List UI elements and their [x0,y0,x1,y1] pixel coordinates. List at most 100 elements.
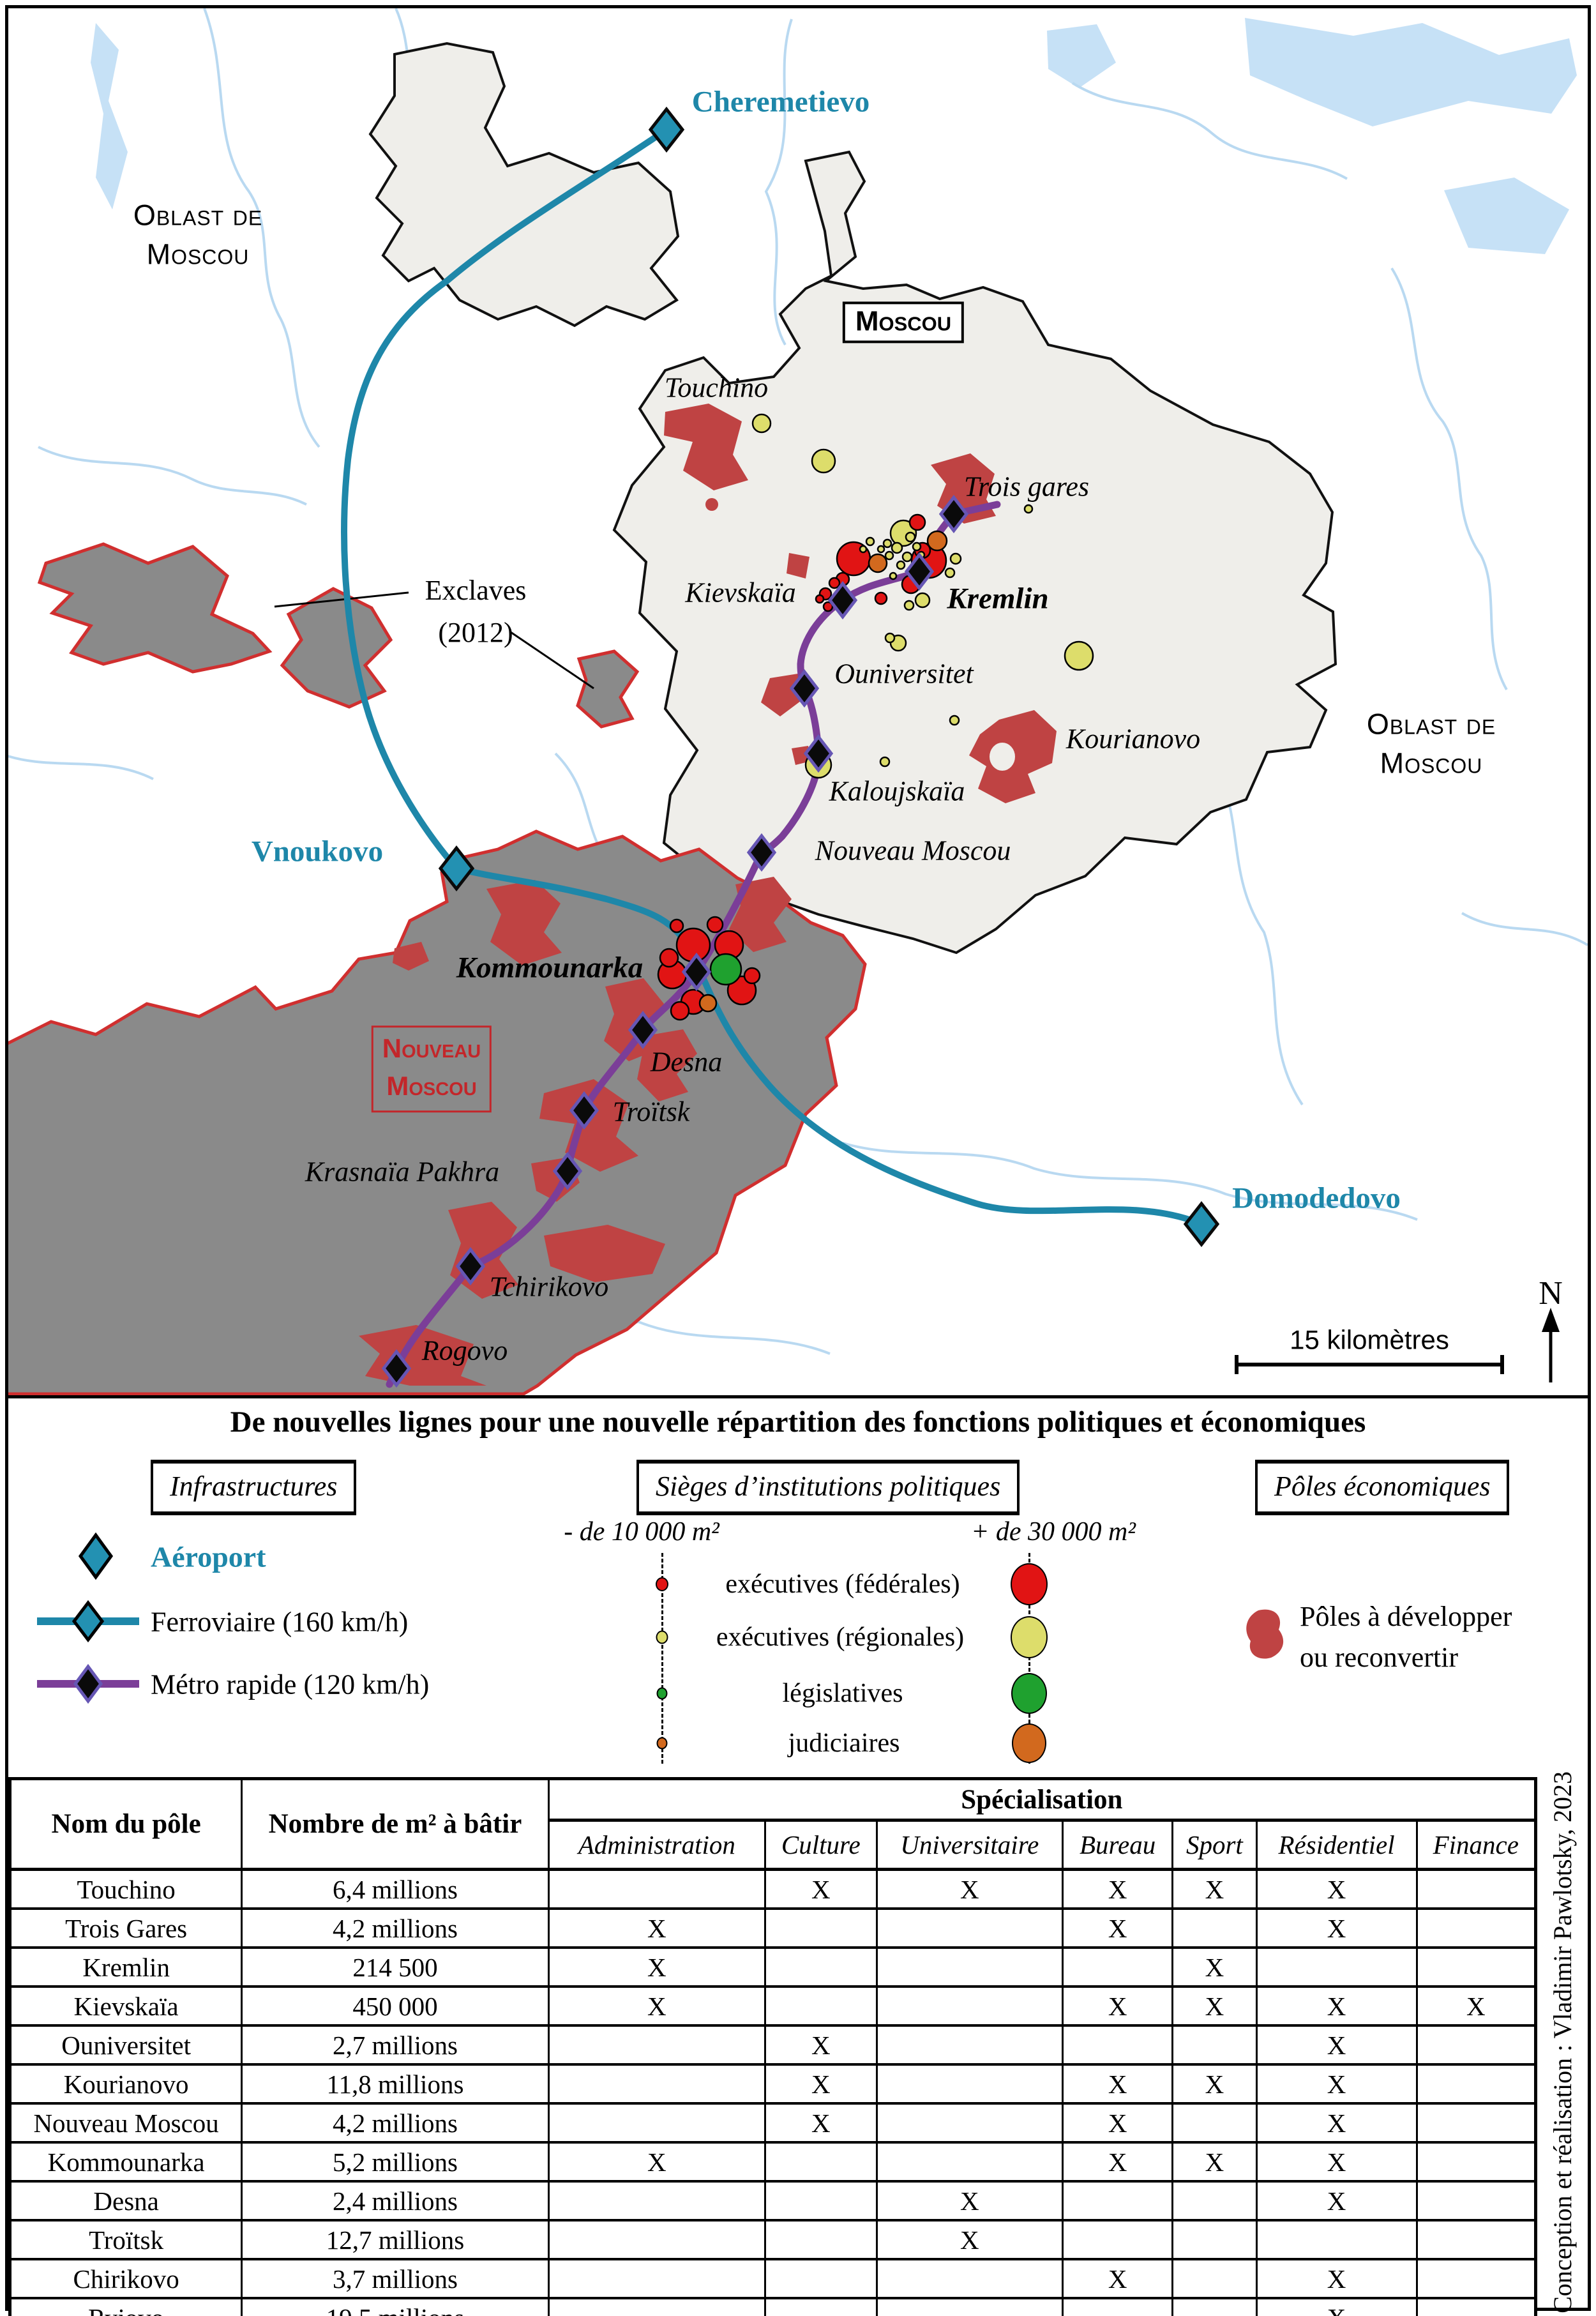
cell-pole-name: Nouveau Moscou [8,2102,243,2144]
institution-circle-f [908,513,926,531]
institution-circle-j [698,994,718,1013]
cell-spec-universitaire [875,2297,1064,2316]
col-subheader-bureau: Bureau [1062,1819,1174,1871]
cell-spec-finance [1415,2180,1537,2221]
legend-metro-label: Métro rapide (120 km/h) [151,1669,430,1700]
big-dot-regional [1011,1616,1048,1658]
cell-spec-résidentiel: X [1255,2258,1418,2299]
station-marker-kommounarka [681,952,712,992]
station-marker-ouniversitet [789,669,820,708]
cell-spec-résidentiel: X [1255,2063,1418,2105]
station-marker-tchirikovo [455,1246,486,1286]
small-dot-regional [656,1630,668,1644]
station-marker-kievskaia [827,580,858,620]
cell-pole-area: 214 500 [241,1946,550,1988]
institution-circle-r [891,541,903,554]
cell-spec-universitaire [875,2102,1064,2144]
institution-circle-r [896,560,906,570]
station-marker-desna [628,1010,658,1050]
cell-spec-bureau [1062,2180,1174,2221]
cell-pole-name: Kourianovo [8,2063,243,2105]
station-marker-troitsk [569,1091,599,1130]
cell-spec-culture [764,2297,878,2316]
cell-spec-bureau: X [1062,1907,1174,1949]
institution-circle-f [743,967,761,985]
cell-spec-culture: X [764,2024,878,2066]
cell-spec-bureau: X [1062,2258,1174,2299]
cell-spec-culture [764,1907,878,1949]
cell-pole-area: 4,2 millions [241,2102,550,2144]
panel-title: De nouvelles lignes pour une nouvelle ré… [230,1405,1366,1439]
cell-spec-finance: X [1415,1985,1537,2027]
railway-line [341,126,1205,1227]
cell-pole-area: 6,4 millions [241,1868,550,1910]
cell-spec-finance [1415,2297,1537,2316]
cell-pole-name: Troïtsk [8,2219,243,2260]
cell-spec-culture [764,2258,878,2299]
cell-spec-bureau: X [1062,2141,1174,2183]
cell-pole-name: Ouniversitet [8,2024,243,2066]
cell-spec-sport: X [1171,2063,1258,2105]
cell-spec-sport: X [1171,1985,1258,2027]
institution-circle-r [903,600,915,611]
station-marker-kaloujskaia [803,734,834,773]
airport-marker-vnoukovo [438,845,475,892]
col-header-name: Nom du pôle [8,1778,243,1871]
cell-spec-universitaire [875,2258,1064,2299]
col-subheader-sport: Sport [1171,1819,1258,1871]
cell-spec-résidentiel [1255,2219,1418,2260]
legend-small-size-label: - de 10 000 m² [564,1517,719,1547]
cell-pole-area: 19,5 millions [241,2297,550,2316]
legend-airport-label: Aéroport [151,1540,266,1573]
map-canvas [0,8,1589,1396]
station-marker-trois-gares [938,494,969,534]
col-subheader-culture: Culture [764,1819,878,1871]
airport-legend-icon [78,1533,114,1580]
big-dot-federal [1011,1563,1048,1605]
cell-pole-area: 4,2 millions [241,1907,550,1949]
cell-pole-name: Chirikovo [8,2258,243,2299]
cell-pole-name: Kremlin [8,1946,243,1988]
big-dot-legislative [1011,1673,1047,1714]
institution-circle-f [874,591,888,605]
legend-header-sieges: Sièges d’institutions politiques [636,1460,1020,1515]
station-marker-kremlin [904,552,935,591]
table-row-kremlin: Kremlin 214 500 X X [8,1946,1537,1988]
cell-spec-finance [1415,2102,1537,2144]
station-markers-layer [381,106,1220,1388]
col-subheader-résidentiel: Résidentiel [1255,1819,1418,1871]
cell-spec-culture [764,1985,878,2027]
institution-circle-r [889,571,898,580]
cell-spec-résidentiel: X [1255,1868,1418,1910]
table-row-nouveau-moscou: Nouveau Moscou 4,2 millions X X X [8,2102,1537,2144]
cell-spec-universitaire: X [875,2219,1064,2260]
cell-spec-sport [1171,2180,1258,2221]
airport-marker-cheremetievo [648,106,685,153]
table-row-chirikovo: Chirikovo 3,7 millions X X [8,2258,1537,2299]
col-subheader-administration: Administration [547,1819,767,1871]
institution-circle-r [751,413,772,434]
legend-dashed-line-small [661,1553,663,1764]
institution-circle-l [709,953,742,986]
institution-circle-f [670,1001,690,1021]
cell-spec-résidentiel [1255,1946,1418,1988]
col-header-area: Nombre de m² à bâtir [241,1778,550,1871]
institution-circle-f [669,918,684,934]
cell-spec-finance [1415,1868,1537,1910]
cell-spec-administration [547,2063,767,2105]
cell-spec-culture: X [764,2102,878,2144]
cell-pole-name: Desna [8,2180,243,2221]
cell-spec-résidentiel: X [1255,2024,1418,2066]
institution-circle-f [815,594,825,604]
cell-spec-résidentiel: X [1255,1907,1418,1949]
table-row-kourianovo: Kourianovo 11,8 millions X X X X [8,2063,1537,2105]
cell-spec-bureau [1062,2219,1174,2260]
kourianovo-hole [990,743,1015,771]
cell-spec-sport [1171,1907,1258,1949]
institution-circle-j [926,530,948,552]
cell-spec-universitaire [875,1907,1064,1949]
cell-spec-universitaire [875,1946,1064,1988]
poles-table: Nom du pôle Nombre de m² à bâtir Spécial… [8,1777,1537,2316]
cell-spec-culture: X [764,2063,878,2105]
cell-spec-administration: X [547,1985,767,2027]
